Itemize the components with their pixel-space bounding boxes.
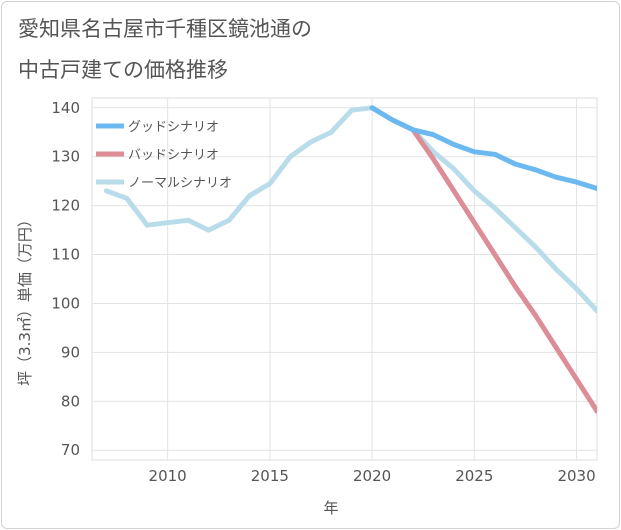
y-tick-label: 90	[61, 343, 80, 361]
chart-title-line2: 中古戸建ての価格推移	[18, 58, 228, 82]
y-axis-title: 坪（3.3㎡）単価（万円）	[16, 212, 34, 386]
y-tick-label: 100	[51, 294, 80, 312]
y-tick-label: 120	[51, 197, 80, 215]
x-tick-label: 2015	[251, 467, 289, 485]
y-tick-label: 140	[51, 99, 80, 117]
x-tick-label: 2025	[455, 467, 493, 485]
series-line-1	[369, 105, 597, 191]
y-tick-label: 70	[61, 441, 80, 459]
y-tick-label: 110	[51, 246, 80, 264]
x-tick-label: 2010	[149, 467, 187, 485]
x-axis-title: 年	[323, 499, 338, 517]
series-line-2	[410, 127, 597, 414]
y-tick-label: 80	[61, 392, 80, 410]
series-line-3	[103, 105, 597, 314]
grid	[91, 97, 598, 461]
legend-label-3: ノーマルシナリオ	[128, 176, 232, 191]
plot-area-border	[91, 97, 598, 461]
legend-label-1: グッドシナリオ	[128, 120, 219, 135]
y-tick-label: 130	[51, 148, 80, 166]
x-tick-label: 2030	[557, 467, 595, 485]
legend-label-2: バッドシナリオ	[128, 148, 219, 163]
x-tick-label: 2020	[353, 467, 391, 485]
axis-ticks: 70 80 90 100 110 120 130 140 2010 2015 2020 2025 203…	[51, 99, 595, 485]
series-lines	[103, 105, 597, 414]
chart-title-line1: 愛知県名古屋市千種区鏡池通の	[18, 17, 312, 41]
